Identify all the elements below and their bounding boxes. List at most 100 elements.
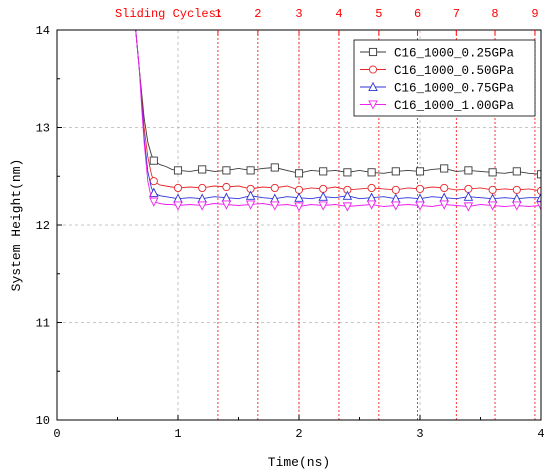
data-point-marker [342,190,353,200]
data-point-marker [294,185,304,194]
cycle-tick-label: 9 [531,7,538,21]
x-tick-label: 3 [416,427,423,441]
data-point-marker [149,187,159,197]
legend-entry: C16_1000_0.75GPa [360,82,515,96]
data-point-marker [367,168,376,177]
legend-label: C16_1000_0.75GPa [394,82,515,96]
data-point-marker [536,186,541,195]
cycle-tick-label: 8 [491,7,498,21]
data-point-marker [415,201,425,211]
data-point-marker [440,183,449,192]
series-4 [135,30,541,212]
legend-marker [368,65,378,74]
data-point-marker [391,185,400,194]
data-point-marker [487,201,498,211]
legend: C16_1000_0.25GPa C16_1000_0.50GPa C16_1000… [353,39,536,117]
legend-marker [368,100,378,110]
data-point-marker [488,185,497,194]
legend-entry: C16_1000_0.25GPa [360,47,515,61]
data-point-marker [246,166,255,175]
data-point-marker [343,168,352,177]
sliding-cycles-label: Sliding Cycles: [115,7,223,21]
series-line [135,30,541,192]
x-tick-label: 2 [295,427,302,441]
data-point-marker [245,200,256,210]
data-point-marker [512,201,522,211]
data-point-marker [342,202,353,212]
y-axis-title: System Height(nm) [9,159,24,292]
data-point-marker [222,182,231,192]
legend-label: C16_1000_0.25GPa [394,47,515,61]
data-point-marker [294,202,304,212]
data-point-marker [197,201,207,211]
data-point-marker [222,166,231,175]
data-point-marker [366,200,377,210]
cycle-tick-label: 5 [375,7,382,21]
data-point-marker [149,197,159,207]
data-point-marker [318,191,328,201]
series-line [135,30,541,175]
x-axis-title: Time(ns) [268,455,330,470]
data-point-marker [415,184,425,193]
data-point-marker [391,167,400,176]
x-tick-label: 0 [53,427,60,441]
data-point-marker [270,201,280,211]
series-2 [135,30,541,195]
data-point-marker [536,192,541,202]
data-point-marker [512,185,521,194]
data-point-marker [536,201,541,211]
y-tick-label: 12 [36,219,50,233]
data-point-marker [391,201,401,211]
data-point-marker [512,167,521,176]
series-1 [135,30,541,179]
data-point-marker [463,202,474,212]
data-point-marker [463,191,474,201]
data-point-marker [536,170,541,179]
data-point-marker [198,183,207,192]
y-tick-label: 11 [36,317,50,331]
legend-entry: C16_1000_1.00GPa [360,99,515,113]
y-tick-label: 10 [36,414,50,428]
data-point-marker [294,192,304,202]
data-point-marker [319,184,328,193]
y-tick-label: 14 [36,24,50,38]
x-tick-label: 4 [537,427,544,441]
data-point-marker [149,156,158,165]
legend-entry: C16_1000_0.50GPa [360,64,515,78]
data-point-marker [440,164,449,173]
data-point-marker [415,167,425,176]
data-point-marker [464,184,473,193]
data-point-marker [270,163,279,172]
data-point-marker [488,168,497,177]
series-group [135,30,541,212]
data-point-marker [245,190,256,200]
cycle-tick-label: 3 [295,7,302,21]
legend-marker [368,47,378,57]
data-point-marker [294,169,304,178]
cycle-tick-label: 2 [254,7,261,21]
data-point-marker [149,177,158,186]
data-point-marker [318,201,328,211]
series-line [135,30,541,200]
data-point-marker [173,166,183,175]
cycle-tick-label: 1 [214,7,221,21]
cycle-tick-label: 7 [453,7,460,21]
legend-label: C16_1000_1.00GPa [394,99,515,113]
data-point-marker [367,183,376,192]
legend-box [353,39,536,117]
legend-label: C16_1000_0.50GPa [394,64,515,78]
cycle-tick-label: 6 [414,7,421,21]
x-tick-label: 1 [174,427,181,441]
data-point-marker [439,200,449,210]
data-point-marker [319,167,328,176]
data-point-marker [270,183,279,192]
legend-marker [368,81,378,92]
data-point-marker [198,165,207,174]
data-point-marker [173,201,183,211]
data-point-marker [173,183,183,192]
data-point-marker [464,166,473,175]
y-tick-label: 13 [36,122,50,136]
data-point-marker [221,200,232,210]
